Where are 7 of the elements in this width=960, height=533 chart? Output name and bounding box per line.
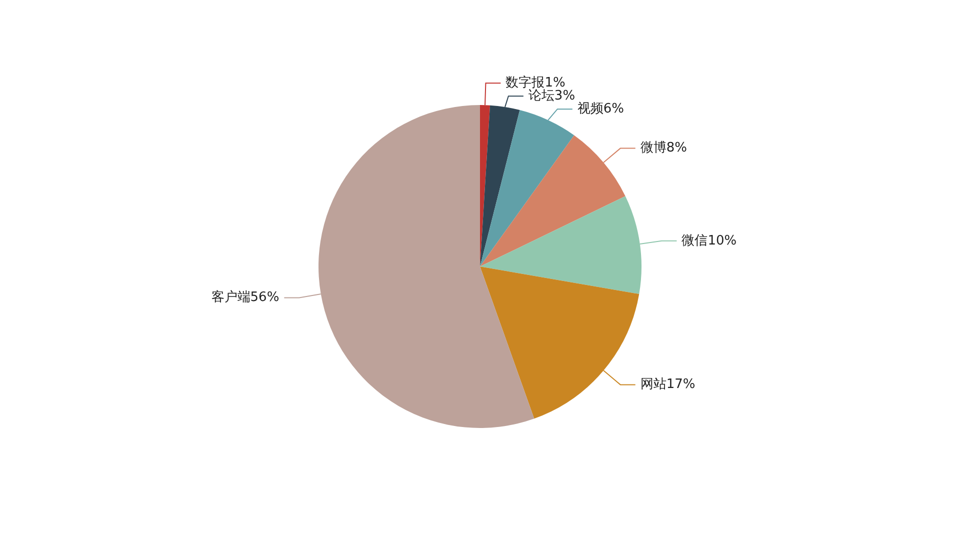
slice-label: 客户端56% xyxy=(211,289,280,306)
slice-label: 网站17% xyxy=(640,377,696,392)
slice-label: 数字报1% xyxy=(506,74,566,90)
slice-label: 论坛3% xyxy=(528,88,576,104)
slice-label: 微博8% xyxy=(640,140,687,156)
slice-label: 微信10% xyxy=(682,233,737,248)
slice-label: 视频6% xyxy=(577,101,624,116)
